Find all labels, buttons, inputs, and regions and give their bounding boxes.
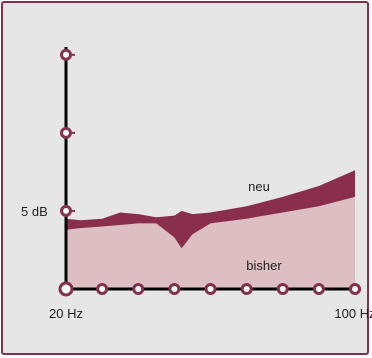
x-tick-marker-1 xyxy=(96,283,109,295)
neu-band xyxy=(66,170,355,249)
x-tick-marker-2 xyxy=(132,283,145,295)
bisher-area xyxy=(66,196,355,289)
x-tick-marker-0 xyxy=(58,281,74,297)
y-tick-marker-3 xyxy=(60,48,72,61)
x-tick-label-1: 100 Hz xyxy=(334,306,372,321)
x-tick-marker-5 xyxy=(240,283,253,295)
x-tick-marker-8 xyxy=(349,283,361,295)
x-tick-marker-3 xyxy=(168,283,181,295)
y-tick-label-0: 5 dB xyxy=(21,204,48,219)
series-label-neu: neu xyxy=(248,179,270,194)
tick-markers-layer xyxy=(58,48,361,297)
x-tick-marker-6 xyxy=(276,283,289,295)
y-tick-marker-1 xyxy=(60,204,72,217)
chart-background xyxy=(1,1,369,355)
y-tick-marker-2 xyxy=(60,126,72,139)
x-tick-marker-7 xyxy=(312,283,325,295)
areas-layer xyxy=(66,170,355,289)
x-tick-label-0: 20 Hz xyxy=(49,306,83,321)
labels-layer: 20 Hz 100 Hz 5 dB neu bisher xyxy=(21,179,372,321)
x-tick-marker-4 xyxy=(204,283,217,295)
series-label-bisher: bisher xyxy=(246,258,282,273)
